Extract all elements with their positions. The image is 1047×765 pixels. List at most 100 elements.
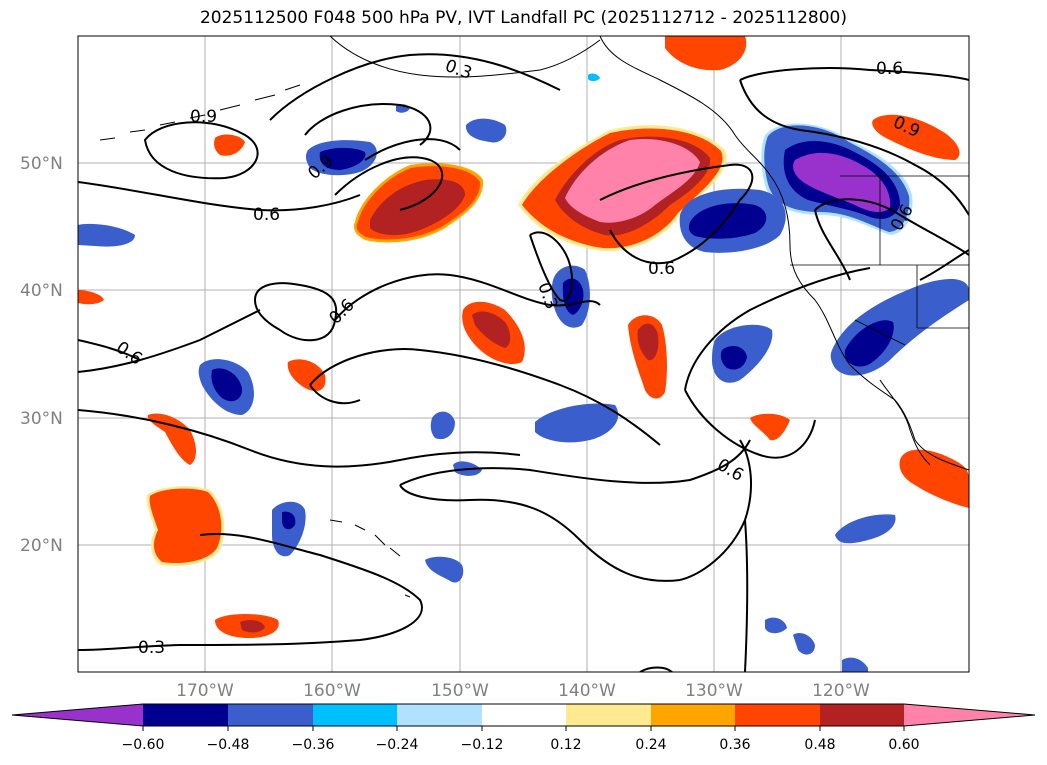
ivt-negative-area	[842, 657, 868, 672]
pv-contour	[599, 163, 754, 265]
lon-label: 170°W	[176, 681, 234, 701]
colorbar-tick-label: −0.60	[122, 737, 165, 753]
ivt-shading	[78, 36, 969, 672]
ivt-negative-area	[430, 411, 455, 440]
lat-label: 30°N	[20, 409, 63, 429]
lat-axis: 50°N 40°N 30°N 20°N	[20, 154, 63, 556]
pv-contour	[334, 273, 601, 321]
pv-contour	[739, 67, 969, 81]
pv-contour	[304, 103, 432, 146]
colorbar-segment	[735, 704, 820, 726]
ivt-negative-area	[282, 511, 296, 530]
ivt-positive-area	[750, 413, 790, 441]
pv-contour	[309, 348, 661, 446]
colorbar-segment	[904, 704, 1035, 726]
ivt-negative-area	[588, 73, 600, 82]
lon-label: 130°W	[685, 681, 743, 701]
ivt-negative-area	[214, 134, 245, 156]
pv-contour	[814, 198, 969, 256]
ivt-positive-area	[370, 179, 465, 236]
coastlines	[99, 36, 969, 598]
ivt-negative-area	[835, 514, 896, 544]
lat-label: 50°N	[20, 154, 63, 174]
contour-label: 0.3	[442, 56, 474, 84]
north-america-coast	[599, 36, 969, 471]
ivt-positive-area	[565, 139, 700, 223]
ivt-positive-area	[149, 488, 222, 564]
pv-contour	[78, 309, 261, 373]
colorbar-tick-label: 0.48	[804, 737, 835, 753]
ivt-negative-area	[319, 147, 366, 170]
contour-label: 0.6	[648, 259, 675, 279]
colorbar-segment	[12, 704, 143, 726]
colorbar-tick-label: −0.12	[461, 737, 504, 753]
pv-contour	[639, 666, 673, 672]
colorbar-segment	[651, 704, 735, 726]
contour-label: 0.6	[876, 59, 903, 79]
ivt-positive-area	[147, 413, 196, 465]
lon-label: 150°W	[431, 681, 489, 701]
ivt-negative-area	[211, 368, 243, 402]
lon-label: 120°W	[812, 681, 870, 701]
pv-contour	[684, 267, 871, 391]
state-borders	[790, 175, 969, 346]
colorbar-tick-label: 0.36	[719, 737, 750, 753]
pv-contour	[78, 533, 423, 651]
pv-contour	[739, 79, 969, 216]
ivt-positive-area	[240, 619, 265, 633]
pv-contour	[269, 53, 561, 121]
ivt-positive-area	[472, 311, 511, 348]
lon-axis: 170°W 160°W 150°W 140°W 130°W 120°W	[176, 681, 870, 701]
colorbar-tick-label: 0.24	[635, 737, 666, 753]
pv-contour	[78, 181, 361, 212]
contour-label: 0.3	[138, 638, 165, 658]
ivt-negative-area	[688, 203, 767, 239]
contour-label: 0.9	[190, 107, 217, 127]
ivt-negative-area	[78, 223, 135, 247]
colorbar-segment	[313, 704, 397, 726]
contour-label: 0.6	[253, 205, 280, 225]
pv-contours	[78, 53, 969, 672]
ivt-negative-area	[793, 152, 891, 212]
lon-label: 140°W	[558, 681, 616, 701]
pv-contour	[399, 484, 681, 582]
baja-coast	[879, 379, 931, 466]
colorbar-segment	[143, 704, 228, 726]
ivt-positive-area	[78, 290, 104, 305]
lat-label: 40°N	[20, 281, 63, 301]
pv-contour	[78, 339, 141, 361]
pv-contour	[919, 249, 969, 281]
lat-label: 20°N	[20, 536, 63, 556]
ivt-negative-area	[465, 118, 507, 143]
pv-contour	[364, 138, 461, 161]
ivt-positive-area	[899, 449, 969, 508]
colorbar-tick-label: 0.12	[550, 737, 581, 753]
contour-label: 0.6	[325, 295, 358, 328]
colorbar-segment	[566, 704, 651, 726]
colorbar-tick-label: −0.48	[207, 737, 250, 753]
pv-contour	[679, 439, 753, 581]
colorbar-tick-label: −0.24	[376, 737, 419, 753]
ivt-negative-area	[535, 403, 619, 443]
pv-contour	[334, 156, 444, 211]
ivt-negative-area	[765, 617, 787, 634]
lon-label: 160°W	[303, 681, 361, 701]
pv-contour	[78, 409, 521, 468]
ivt-negative-area	[720, 345, 747, 370]
map-frame	[77, 35, 970, 673]
colorbar: −0.60 −0.48 −0.36 −0.24 −0.12 0.12 0.24 …	[11, 703, 1036, 753]
colorbar-segment	[228, 704, 313, 726]
alaska-coast	[329, 36, 601, 78]
ivt-positive-area	[665, 36, 747, 71]
hawaiian-islands	[329, 519, 411, 598]
pv-contour	[529, 231, 573, 302]
pv-contour	[309, 384, 361, 405]
pv-contour	[143, 121, 259, 180]
ivt-positive-area	[637, 323, 659, 361]
map-title: 2025112500 F048 500 hPa PV, IVT Landfall…	[199, 8, 847, 28]
ivt-negative-area	[844, 320, 894, 367]
colorbar-tick-label: 0.60	[888, 737, 919, 753]
colorbar-segment	[482, 704, 566, 726]
ivt-negative-area	[425, 556, 464, 583]
